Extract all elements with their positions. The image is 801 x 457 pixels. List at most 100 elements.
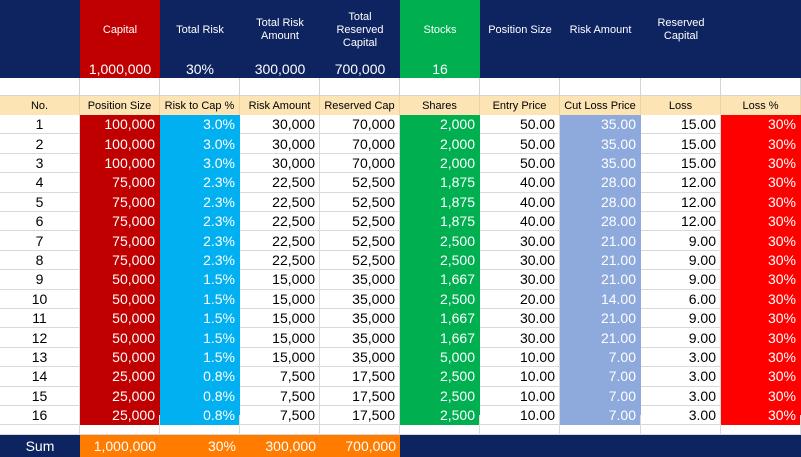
summary-value-cell[interactable] — [641, 60, 721, 78]
cell-risk-amount[interactable]: 22,500 — [240, 231, 320, 251]
position-size-header[interactable]: Position Size — [480, 0, 560, 60]
cell-entry-price[interactable]: 30.00 — [480, 270, 560, 290]
cell-loss-pct[interactable]: 30% — [721, 367, 801, 387]
cell-shares[interactable]: 1,667 — [400, 270, 480, 290]
total-risk-value[interactable]: 30% — [160, 60, 240, 78]
sum-risk-to-cap[interactable]: 30% — [160, 435, 240, 457]
cell-risk-to-cap[interactable]: 1.5% — [160, 347, 240, 368]
cell-position-size[interactable]: 50,000 — [80, 270, 160, 290]
col-header-reserved-cap[interactable]: Reserved Cap — [320, 96, 400, 115]
cell-cut-loss-price[interactable]: 7.00 — [560, 406, 641, 426]
cell-no[interactable]: 2 — [0, 134, 80, 154]
cell-loss[interactable]: 15.00 — [641, 153, 721, 174]
empty-cell[interactable] — [160, 415, 240, 435]
cell-loss[interactable]: 3.00 — [641, 367, 721, 387]
cell-risk-to-cap[interactable]: 2.3% — [160, 173, 240, 193]
sum-risk-amount[interactable]: 300,000 — [240, 435, 320, 457]
sum-position-size[interactable]: 1,000,000 — [80, 435, 160, 457]
cell-loss-pct[interactable]: 30% — [721, 173, 801, 193]
cell-position-size[interactable]: 100,000 — [80, 153, 160, 174]
empty-cell[interactable] — [400, 415, 480, 435]
sum-cell[interactable] — [560, 435, 641, 457]
cell-reserved-cap[interactable]: 35,000 — [320, 328, 400, 348]
cell-risk-amount[interactable]: 22,500 — [240, 250, 320, 271]
cell-reserved-cap[interactable]: 17,500 — [320, 367, 400, 387]
cell-cut-loss-price[interactable]: 21.00 — [560, 309, 641, 329]
empty-cell[interactable] — [721, 78, 801, 96]
cell-risk-amount[interactable]: 15,000 — [240, 270, 320, 290]
cell-shares[interactable]: 1,875 — [400, 192, 480, 212]
cell-loss-pct[interactable]: 30% — [721, 270, 801, 290]
cell-risk-amount[interactable]: 22,500 — [240, 212, 320, 232]
cell-loss[interactable]: 9.00 — [641, 250, 721, 271]
cell-loss[interactable]: 9.00 — [641, 270, 721, 290]
cell-position-size[interactable]: 100,000 — [80, 115, 160, 135]
cell-cut-loss-price[interactable]: 35.00 — [560, 115, 641, 135]
cell-loss-pct[interactable]: 30% — [721, 328, 801, 348]
cell-loss-pct[interactable]: 30% — [721, 134, 801, 154]
cell-entry-price[interactable]: 40.00 — [480, 212, 560, 232]
cell-cut-loss-price[interactable]: 7.00 — [560, 347, 641, 368]
cell-shares[interactable]: 2,000 — [400, 115, 480, 135]
cell-risk-to-cap[interactable]: 2.3% — [160, 192, 240, 212]
cell-shares[interactable]: 2,000 — [400, 134, 480, 154]
cell-shares[interactable]: 2,500 — [400, 231, 480, 251]
cell-cut-loss-price[interactable]: 21.00 — [560, 270, 641, 290]
cell-entry-price[interactable]: 10.00 — [480, 347, 560, 368]
cell-cut-loss-price[interactable]: 21.00 — [560, 250, 641, 271]
cell-reserved-cap[interactable]: 35,000 — [320, 309, 400, 329]
cell-entry-price[interactable]: 40.00 — [480, 173, 560, 193]
cell-reserved-cap[interactable]: 70,000 — [320, 153, 400, 174]
cell-loss-pct[interactable]: 30% — [721, 309, 801, 329]
cell-risk-to-cap[interactable]: 0.8% — [160, 406, 240, 426]
cell-reserved-cap[interactable]: 52,500 — [320, 192, 400, 212]
cell-loss[interactable]: 3.00 — [641, 347, 721, 368]
cell-shares[interactable]: 2,500 — [400, 250, 480, 271]
cell-risk-amount[interactable]: 7,500 — [240, 386, 320, 406]
cell-loss[interactable]: 12.00 — [641, 192, 721, 212]
cell-no[interactable]: 6 — [0, 212, 80, 232]
cell-loss-pct[interactable]: 30% — [721, 192, 801, 212]
cell-cut-loss-price[interactable]: 28.00 — [560, 212, 641, 232]
cell-entry-price[interactable]: 40.00 — [480, 192, 560, 212]
cell-shares[interactable]: 2,500 — [400, 406, 480, 426]
col-header-loss-pct[interactable]: Loss % — [721, 96, 801, 115]
cell-reserved-cap[interactable]: 35,000 — [320, 347, 400, 368]
cell-risk-to-cap[interactable]: 1.5% — [160, 270, 240, 290]
cell-entry-price[interactable]: 20.00 — [480, 289, 560, 309]
total-risk-amount-header[interactable]: Total Risk Amount — [240, 0, 320, 60]
cell-no[interactable]: 4 — [0, 173, 80, 193]
cell-loss[interactable]: 15.00 — [641, 134, 721, 154]
empty-cell[interactable] — [320, 78, 400, 96]
cell-entry-price[interactable]: 50.00 — [480, 134, 560, 154]
cell-cut-loss-price[interactable]: 14.00 — [560, 289, 641, 309]
sum-cell[interactable] — [641, 435, 721, 457]
cell-loss[interactable]: 9.00 — [641, 309, 721, 329]
empty-cell[interactable] — [480, 78, 560, 96]
cell-loss-pct[interactable]: 30% — [721, 250, 801, 271]
cell-reserved-cap[interactable]: 70,000 — [320, 115, 400, 135]
cell-risk-amount[interactable]: 7,500 — [240, 367, 320, 387]
cell-loss-pct[interactable]: 30% — [721, 347, 801, 368]
cell-loss[interactable]: 12.00 — [641, 173, 721, 193]
cell-loss[interactable]: 3.00 — [641, 386, 721, 406]
cell-cut-loss-price[interactable]: 21.00 — [560, 328, 641, 348]
cell-shares[interactable]: 1,667 — [400, 328, 480, 348]
cell-shares[interactable]: 2,500 — [400, 386, 480, 406]
cell-risk-amount[interactable]: 15,000 — [240, 289, 320, 309]
cell-no[interactable]: 5 — [0, 192, 80, 212]
cell-entry-price[interactable]: 50.00 — [480, 153, 560, 174]
cell-entry-price[interactable]: 30.00 — [480, 231, 560, 251]
cell-reserved-cap[interactable]: 52,500 — [320, 231, 400, 251]
cell-risk-to-cap[interactable]: 1.5% — [160, 289, 240, 309]
cell-position-size[interactable]: 75,000 — [80, 192, 160, 212]
cell-no[interactable]: 10 — [0, 289, 80, 309]
cell-shares[interactable]: 1,875 — [400, 212, 480, 232]
cell-position-size[interactable]: 50,000 — [80, 289, 160, 309]
empty-cell[interactable] — [160, 78, 240, 96]
total-reserved-capital-header[interactable]: Total Reserved Capital — [320, 0, 400, 60]
cell-shares[interactable]: 2,000 — [400, 153, 480, 174]
empty-cell[interactable] — [641, 78, 721, 96]
cell-position-size[interactable]: 100,000 — [80, 134, 160, 154]
cell-loss-pct[interactable]: 30% — [721, 153, 801, 174]
